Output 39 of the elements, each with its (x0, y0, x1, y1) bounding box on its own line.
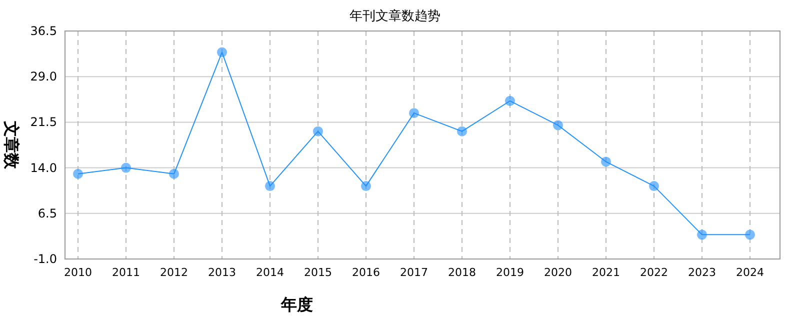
point (601, 156, 611, 167)
x-tick-label: 2010 (64, 266, 92, 279)
point (553, 120, 563, 130)
point (265, 181, 275, 192)
point (169, 168, 179, 179)
x-tick-label: 2014 (256, 266, 284, 279)
y-tick-label: 36.5 (30, 24, 57, 38)
x-tick-label: 2019 (496, 266, 524, 279)
point (409, 108, 419, 118)
x-tick-label: 2023 (688, 266, 716, 279)
point (745, 230, 755, 240)
point (457, 126, 467, 136)
y-axis-title: 文章数 (2, 120, 21, 170)
y-tick-label: 6.5 (38, 206, 57, 220)
x-tick-label: 2021 (592, 266, 620, 279)
x-tick-label: 2024 (736, 266, 764, 279)
x-tick-label: 2020 (544, 266, 572, 279)
x-tick-label: 2015 (304, 266, 332, 279)
x-tick-label: 2022 (640, 266, 668, 279)
point (313, 126, 323, 136)
point (361, 181, 371, 192)
x-tick-label: 2011 (112, 266, 140, 279)
x-tick-label: 2012 (160, 266, 188, 279)
x-tick-label: 2016 (352, 266, 380, 279)
point (697, 230, 707, 240)
point (649, 181, 659, 192)
x-tick-label: 2018 (448, 266, 476, 279)
point (121, 162, 131, 173)
x-tick-label: 2017 (400, 266, 428, 279)
y-tick-label: 29.0 (30, 70, 57, 84)
chart-title: 年刊文章数趋势 (350, 9, 440, 24)
point (217, 47, 227, 58)
point (505, 96, 515, 106)
y-tick-label: 21.5 (30, 115, 57, 130)
point (73, 168, 83, 179)
x-tick-label: 2013 (208, 266, 236, 279)
y-tick-label: 14.0 (30, 160, 57, 175)
x-axis-title: 年度 (280, 295, 313, 314)
y-tick-label: -1.0 (34, 252, 57, 266)
